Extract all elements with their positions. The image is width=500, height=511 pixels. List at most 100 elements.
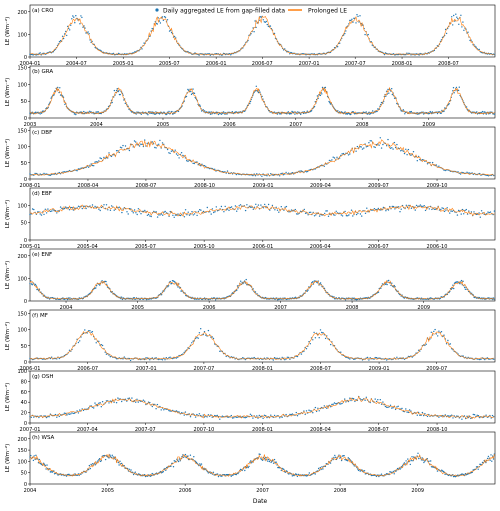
observed-point <box>486 174 489 177</box>
panel-label: (f) MF <box>32 313 48 319</box>
observed-point <box>387 138 389 141</box>
observed-point <box>324 212 326 215</box>
observed-point <box>424 413 426 415</box>
observed-point <box>192 214 194 216</box>
observed-point <box>463 473 465 476</box>
observed-point <box>280 469 282 472</box>
observed-point <box>111 101 113 104</box>
observed-point <box>405 460 407 462</box>
observed-point <box>215 415 217 417</box>
observed-point <box>214 211 216 213</box>
observed-point <box>51 210 53 212</box>
observed-point <box>290 172 292 174</box>
observed-point <box>466 415 468 417</box>
observed-point <box>187 211 189 213</box>
observed-point <box>492 455 494 457</box>
observed-point <box>438 330 440 332</box>
observed-point <box>324 337 327 340</box>
observed-point <box>342 152 345 155</box>
observed-point <box>206 206 208 209</box>
observed-point <box>108 457 110 459</box>
observed-point <box>419 158 421 161</box>
observed-point <box>350 113 352 115</box>
observed-point <box>119 460 121 462</box>
observed-point <box>166 19 169 21</box>
observed-point <box>261 175 263 177</box>
observed-point <box>385 95 387 98</box>
observed-point <box>87 31 89 33</box>
observed-point <box>340 459 343 462</box>
observed-point <box>224 113 226 115</box>
observed-point <box>124 53 126 55</box>
observed-point <box>440 208 442 211</box>
observed-point <box>264 203 266 206</box>
observed-point <box>184 209 187 211</box>
observed-point <box>265 20 267 23</box>
observed-point <box>440 331 443 333</box>
observed-point <box>221 415 224 417</box>
x-tick-label: 2005 <box>101 488 114 494</box>
observed-point <box>164 210 166 213</box>
observed-point <box>412 151 415 153</box>
x-tick-label: 2006 <box>203 305 216 311</box>
observed-point <box>334 456 337 458</box>
x-tick-label: 2007-01 <box>20 427 41 433</box>
observed-point <box>80 15 82 17</box>
observed-point <box>75 15 77 17</box>
observed-point <box>441 207 443 209</box>
observed-point <box>49 210 52 213</box>
observed-point <box>257 91 260 94</box>
observed-point <box>309 410 311 412</box>
observed-point <box>172 466 175 468</box>
observed-point <box>279 298 281 300</box>
observed-point <box>462 21 464 23</box>
observed-point <box>264 21 266 23</box>
observed-point <box>256 415 258 417</box>
observed-point <box>123 356 126 358</box>
observed-point <box>198 54 200 56</box>
observed-point <box>479 416 481 419</box>
observed-point <box>187 89 190 92</box>
observed-points <box>29 278 496 301</box>
observed-point <box>224 205 226 208</box>
observed-point <box>231 417 234 419</box>
observed-point <box>316 282 319 284</box>
observed-point <box>273 458 276 461</box>
observed-point <box>386 359 388 361</box>
observed-point <box>357 212 359 214</box>
observed-point <box>133 297 135 299</box>
observed-point <box>420 297 423 299</box>
observed-point <box>364 399 366 401</box>
observed-point <box>202 210 205 213</box>
observed-point <box>445 343 448 345</box>
panel-label: (c) DBF <box>32 130 52 136</box>
observed-point <box>308 211 311 214</box>
observed-point <box>319 282 322 284</box>
observed-point <box>267 203 270 206</box>
observed-point <box>230 54 232 56</box>
observed-point <box>168 110 170 113</box>
observed-point <box>410 459 412 462</box>
observed-point <box>449 343 452 345</box>
observed-point <box>75 113 77 116</box>
observed-point <box>229 206 231 209</box>
observed-point <box>149 359 151 361</box>
observed-point <box>43 213 45 216</box>
observed-point <box>270 414 272 416</box>
observed-point <box>361 215 363 217</box>
observed-point <box>314 473 316 475</box>
observed-point <box>30 416 32 418</box>
observed-point <box>29 213 31 216</box>
observed-point <box>190 93 193 96</box>
observed-point <box>265 296 267 299</box>
observed-point <box>305 171 308 173</box>
observed-point <box>155 211 157 213</box>
observed-point <box>341 153 343 155</box>
observed-point <box>341 215 344 217</box>
observed-point <box>198 332 201 334</box>
x-tick-label: 2009-01 <box>253 183 274 189</box>
y-axis-label: LE (Wm⁻²) <box>4 200 11 228</box>
observed-point <box>312 211 314 214</box>
observed-point <box>187 160 189 163</box>
panel-label: (g) OSH <box>32 374 54 380</box>
